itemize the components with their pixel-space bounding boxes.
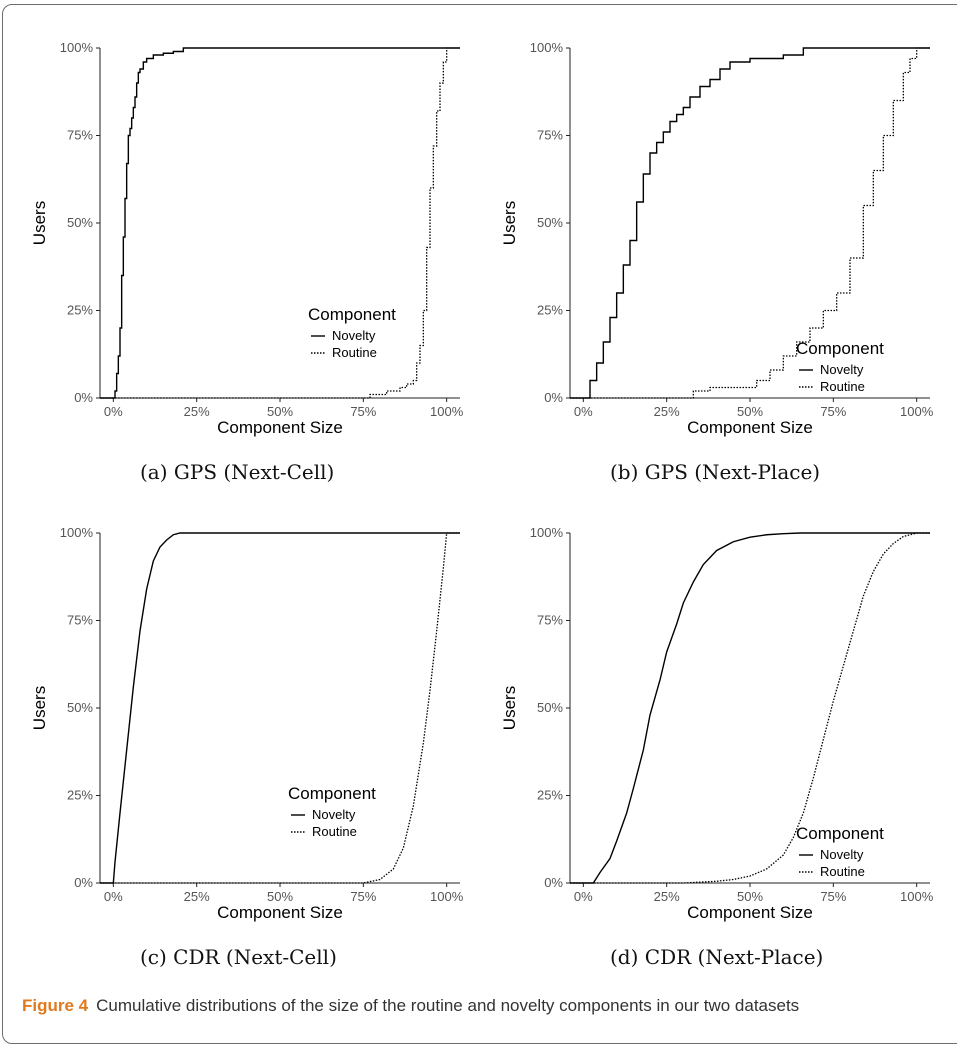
y-tick-label: 0% (544, 875, 563, 890)
x-tick-label: 25% (654, 404, 680, 419)
y-tick-label: 25% (537, 788, 563, 803)
y-tick-label: 100% (60, 40, 94, 55)
legend-label: Novelty (312, 807, 356, 822)
y-axis-label: Users (30, 686, 49, 730)
y-tick-label: 0% (74, 390, 93, 405)
y-tick-label: 0% (74, 875, 93, 890)
legend-label: Routine (820, 864, 865, 879)
legend-title: Component (308, 305, 396, 324)
series-novelty-line (570, 532, 930, 884)
subcaption: (b) GPS (Next-Place) (610, 460, 821, 484)
x-tick-label: 0% (104, 404, 123, 419)
y-tick-label: 100% (530, 525, 564, 540)
x-axis-label: Component Size (217, 903, 343, 922)
series-routine-line (100, 532, 460, 884)
subcaption: (c) CDR (Next-Cell) (140, 945, 337, 969)
panel-gps-next-cell: 0% 25% 50% 75% 100% 0% 25% 50% 75% 100% Component … (30, 20, 500, 510)
y-tick-label: 75% (67, 128, 93, 143)
legend-label: Novelty (820, 362, 864, 377)
figure-caption-text: Cumulative distributions of the size of … (96, 996, 800, 1015)
legend-label: Novelty (332, 328, 376, 343)
x-axis-label: Component Size (687, 418, 813, 437)
x-axis-label: Component Size (687, 903, 813, 922)
x-tick-label: 100% (900, 404, 934, 419)
y-tick-label: 100% (530, 40, 564, 55)
x-tick-label: 25% (184, 889, 210, 904)
y-tick-label: 0% (544, 390, 563, 405)
series-novelty-line (570, 47, 930, 399)
y-tick-label: 75% (537, 613, 563, 628)
x-tick-label: 0% (574, 889, 593, 904)
x-tick-label: 0% (104, 889, 123, 904)
x-tick-label: 75% (350, 404, 376, 419)
x-tick-label: 75% (820, 889, 846, 904)
y-tick-label: 100% (60, 525, 94, 540)
y-tick-label: 75% (67, 613, 93, 628)
series-routine-line (100, 47, 460, 399)
chart-svg: 0% 25% 50% 75% 100% 0% 25% 50% 75% 100% Component … (30, 40, 464, 437)
y-tick-label: 50% (67, 700, 93, 715)
y-tick-label: 25% (67, 303, 93, 318)
legend-title: Component (796, 339, 884, 358)
x-tick-label: 25% (184, 404, 210, 419)
series-routine-line (570, 532, 930, 884)
x-tick-label: 100% (900, 889, 934, 904)
panel-cdr-next-cell: 0% 25% 50% 75% 100% 0% 25% 50% 75% 100% Component … (30, 505, 500, 995)
x-tick-label: 0% (574, 404, 593, 419)
panel-gps-next-place: 0% 25% 50% 75% 100% 0% 25% 50% 75% 100% Component … (500, 20, 957, 510)
x-tick-label: 75% (350, 889, 376, 904)
subcaption: (d) CDR (Next-Place) (610, 945, 824, 969)
figure-caption: Figure 4 Cumulative distributions of the … (22, 996, 799, 1016)
chart-svg: 0% 25% 50% 75% 100% 0% 25% 50% 75% 100% Component … (30, 525, 464, 922)
legend-label: Novelty (820, 847, 864, 862)
chart-svg: 0% 25% 50% 75% 100% 0% 25% 50% 75% 100% Component … (500, 40, 934, 437)
subcaption: (a) GPS (Next-Cell) (140, 460, 335, 484)
y-tick-label: 50% (67, 215, 93, 230)
x-axis-label: Component Size (217, 418, 343, 437)
x-tick-label: 50% (737, 889, 763, 904)
series-novelty-line (100, 47, 460, 399)
legend-title: Component (796, 824, 884, 843)
y-axis-label: Users (500, 686, 519, 730)
series-routine-line (570, 47, 930, 399)
y-tick-label: 25% (67, 788, 93, 803)
x-tick-label: 50% (267, 889, 293, 904)
chart-svg: 0% 25% 50% 75% 100% 0% 25% 50% 75% 100% Component … (500, 525, 934, 922)
y-tick-label: 50% (537, 215, 563, 230)
legend-title: Component (288, 784, 376, 803)
y-axis-label: Users (30, 201, 49, 245)
x-tick-label: 100% (430, 889, 464, 904)
panel-cdr-next-place: 0% 25% 50% 75% 100% 0% 25% 50% 75% 100% Component … (500, 505, 957, 995)
x-tick-label: 25% (654, 889, 680, 904)
legend-label: Routine (820, 379, 865, 394)
x-tick-label: 50% (267, 404, 293, 419)
x-tick-label: 100% (430, 404, 464, 419)
legend-label: Routine (332, 345, 377, 360)
series-novelty-line (100, 532, 460, 884)
y-tick-label: 75% (537, 128, 563, 143)
legend-label: Routine (312, 824, 357, 839)
figure-label: Figure 4 (22, 996, 89, 1015)
y-tick-label: 50% (537, 700, 563, 715)
x-tick-label: 50% (737, 404, 763, 419)
y-tick-label: 25% (537, 303, 563, 318)
x-tick-label: 75% (820, 404, 846, 419)
y-axis-label: Users (500, 201, 519, 245)
